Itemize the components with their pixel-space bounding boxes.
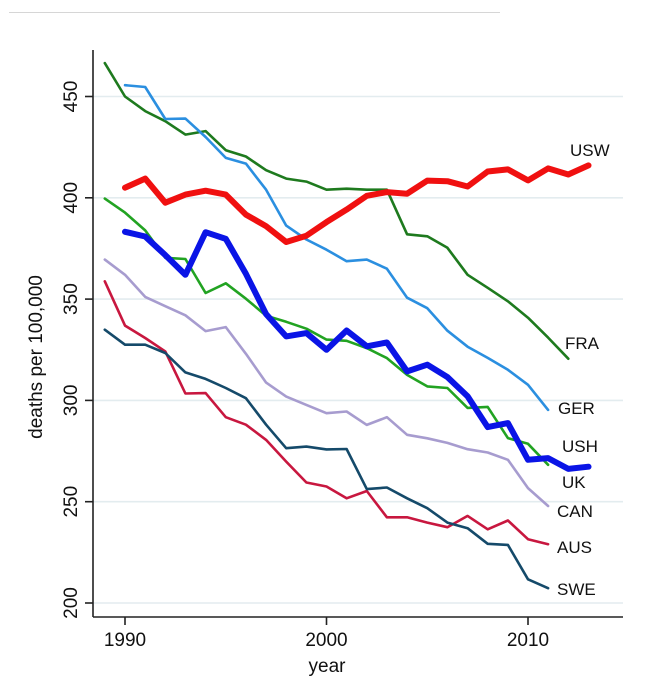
x-tick-label-2000: 2000 xyxy=(305,630,347,651)
y-tick-label-400: 400 xyxy=(61,182,82,214)
y-tick-label-300: 300 xyxy=(61,385,82,417)
x-axis-ticks: 1990 2000 2010 xyxy=(104,617,549,651)
y-tick-label-250: 250 xyxy=(61,486,82,518)
series-line-can xyxy=(103,258,550,508)
series-line-ger xyxy=(123,83,550,412)
series-label-aus: AUS xyxy=(557,538,592,557)
top-divider xyxy=(9,12,500,13)
series-label-ush: USH xyxy=(562,437,598,456)
axes xyxy=(92,50,623,618)
series-line-usw xyxy=(122,162,592,245)
y-axis-title: deaths per 100,000 xyxy=(26,275,47,439)
series-group xyxy=(103,61,592,590)
series-label-uk: UK xyxy=(562,473,586,492)
x-axis-title: year xyxy=(309,656,347,677)
series-label-can: CAN xyxy=(557,502,593,521)
series-label-usw: USW xyxy=(570,141,610,160)
series-line-swe xyxy=(103,328,550,590)
series-labels: FRA GER USW USH UK CAN AUS SWE xyxy=(557,141,610,599)
series-label-ger: GER xyxy=(558,399,595,418)
y-tick-label-200: 200 xyxy=(61,587,82,619)
y-tick-label-350: 350 xyxy=(61,283,82,315)
series-label-swe: SWE xyxy=(557,580,596,599)
series-line-ush xyxy=(103,197,550,467)
series-label-fra: FRA xyxy=(565,334,600,353)
x-tick-label-2010: 2010 xyxy=(507,630,549,651)
series-line-aus xyxy=(103,279,550,546)
y-tick-label-450: 450 xyxy=(61,81,82,113)
y-axis-ticks: 200 250 300 350 400 450 xyxy=(61,81,93,619)
series-line-uk xyxy=(122,228,592,472)
x-tick-label-1990: 1990 xyxy=(104,630,146,651)
series-line-fra xyxy=(103,61,570,361)
